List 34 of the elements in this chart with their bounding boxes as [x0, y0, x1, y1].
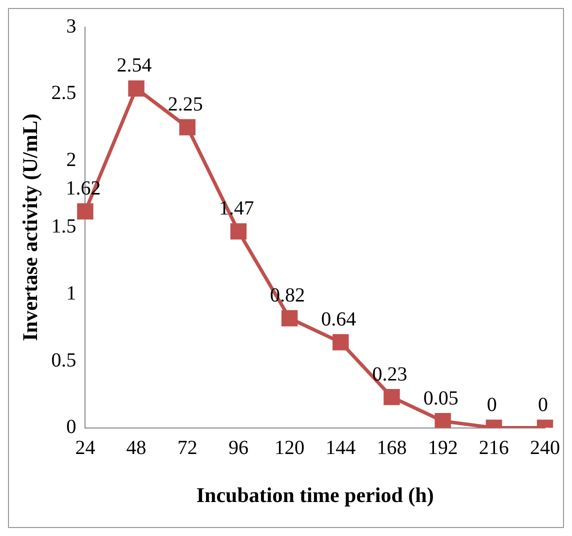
data-label: 0.64	[321, 308, 356, 331]
data-label: 0.23	[372, 363, 408, 386]
point	[77, 203, 94, 220]
x-tick-label: 24	[75, 437, 96, 460]
y-tick-label: 0.5	[51, 349, 76, 372]
x-tick-label: 144	[326, 437, 356, 460]
y-tick-label: 0	[66, 416, 76, 438]
x-tick-label: 192	[428, 437, 458, 460]
y-tick-label: 2	[66, 148, 76, 171]
y-axis-title: Invertase activity (U/mL)	[18, 114, 42, 342]
data-label: 0.05	[423, 387, 458, 410]
x-tick-label: 96	[228, 437, 248, 460]
data-label: 2.25	[168, 93, 203, 116]
point	[434, 413, 451, 428]
point	[128, 80, 144, 97]
x-tick-label: 72	[177, 437, 198, 460]
point	[179, 119, 196, 136]
point	[332, 334, 349, 350]
x-axis-title: Incubation time period (h)	[196, 482, 434, 507]
point	[384, 388, 400, 406]
data-label: 0	[486, 394, 497, 416]
data-label: 2.54	[116, 54, 152, 77]
x-tick-label: 216	[478, 437, 509, 460]
x-tick-label: 48	[126, 437, 146, 460]
point	[230, 223, 247, 240]
y-tick-label: 1	[66, 282, 76, 304]
y-tick-label: 3	[66, 15, 76, 38]
x-tick-label: 168	[376, 437, 407, 460]
data-label: 0	[538, 394, 548, 416]
y-tick-label: 2.5	[51, 82, 76, 104]
x-tick-label: 240	[530, 437, 560, 460]
x-tick-label: 120	[274, 437, 305, 460]
y-tick-label: 1.5	[51, 216, 76, 238]
point	[281, 310, 298, 326]
